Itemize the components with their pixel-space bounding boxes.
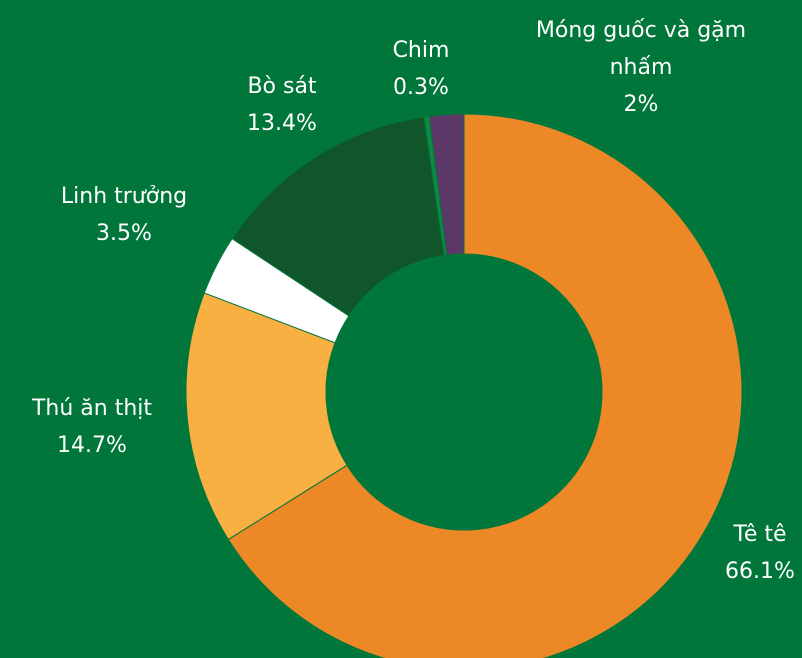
donut-segment xyxy=(227,113,743,658)
donut-segment xyxy=(231,116,445,317)
value-label: 2% xyxy=(623,92,659,117)
donut-segment xyxy=(428,113,465,256)
category-label: Chim xyxy=(392,38,450,63)
category-label: Bò sát xyxy=(247,74,317,99)
value-label: 14.7% xyxy=(57,433,127,458)
category-label: Tê tê xyxy=(733,522,787,547)
data-label: Linh trưởng 3.5% xyxy=(24,178,224,252)
data-label: Móng guốc và gặm nhấm 2% xyxy=(526,12,756,123)
value-label: 0.3% xyxy=(393,75,449,100)
data-label: Tê tê 66.1% xyxy=(720,516,800,590)
category-label: Thú ăn thịt xyxy=(31,396,153,421)
category-label: Móng guốc và gặm nhấm xyxy=(535,18,747,80)
data-label: Bò sát 13.4% xyxy=(212,68,352,142)
category-label: Linh trưởng xyxy=(60,184,188,209)
data-label: Thú ăn thịt 14.7% xyxy=(2,390,182,464)
value-label: 66.1% xyxy=(725,559,795,584)
value-label: 13.4% xyxy=(247,111,317,136)
data-label: Chim 0.3% xyxy=(361,32,481,106)
donut-segment xyxy=(185,292,348,541)
value-label: 3.5% xyxy=(96,221,152,246)
